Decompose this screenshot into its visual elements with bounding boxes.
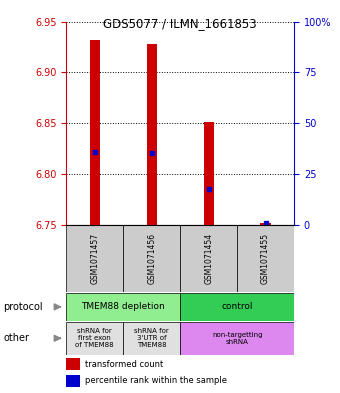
Text: GSM1071457: GSM1071457 — [90, 233, 99, 284]
FancyBboxPatch shape — [66, 322, 123, 355]
Bar — [204, 122, 214, 225]
Text: protocol: protocol — [3, 302, 43, 312]
Bar — [260, 223, 271, 225]
Bar — [66, 375, 80, 387]
FancyBboxPatch shape — [180, 322, 294, 355]
FancyBboxPatch shape — [123, 225, 180, 292]
FancyBboxPatch shape — [123, 322, 180, 355]
Text: other: other — [3, 333, 29, 343]
Text: shRNA for
3'UTR of
TMEM88: shRNA for 3'UTR of TMEM88 — [134, 328, 169, 348]
Text: transformed count: transformed count — [85, 360, 163, 369]
Bar — [90, 40, 100, 225]
Text: GSM1071454: GSM1071454 — [204, 233, 213, 284]
FancyBboxPatch shape — [180, 225, 237, 292]
Bar — [147, 44, 157, 225]
Text: percentile rank within the sample: percentile rank within the sample — [85, 376, 226, 386]
Text: non-targetting
shRNA: non-targetting shRNA — [212, 332, 262, 345]
FancyBboxPatch shape — [66, 225, 123, 292]
Text: GDS5077 / ILMN_1661853: GDS5077 / ILMN_1661853 — [103, 17, 257, 30]
Text: GSM1071455: GSM1071455 — [261, 233, 270, 284]
Bar — [66, 358, 80, 371]
Text: shRNA for
first exon
of TMEM88: shRNA for first exon of TMEM88 — [75, 328, 114, 348]
Text: control: control — [221, 302, 253, 311]
Text: GSM1071456: GSM1071456 — [147, 233, 156, 284]
FancyBboxPatch shape — [66, 293, 180, 321]
FancyBboxPatch shape — [237, 225, 294, 292]
FancyBboxPatch shape — [180, 293, 294, 321]
Text: TMEM88 depletion: TMEM88 depletion — [81, 302, 165, 311]
